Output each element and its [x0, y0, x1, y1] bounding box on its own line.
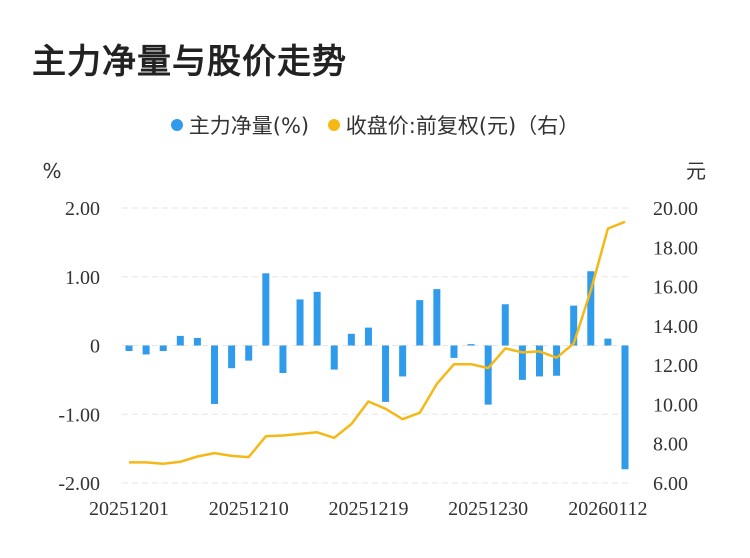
right-axis-ticks: 20.00 18.00 16.00 14.00 12.00 10.00 8.00 6.00: [653, 198, 698, 495]
bar: [467, 344, 475, 346]
bar: [330, 345, 338, 370]
bar: [125, 345, 133, 351]
x-tick-label: 20260112: [568, 498, 647, 520]
chart-title: 主力净量与股价走势: [32, 42, 347, 82]
x-tick-label: 20251219: [328, 498, 408, 520]
x-tick-label: 20251210: [209, 498, 289, 520]
bar: [399, 345, 407, 377]
legend-item-bar[interactable]: 主力净量(%): [170, 110, 310, 140]
right-axis-unit: 元: [686, 159, 706, 183]
right-tick-label: 18.00: [653, 237, 698, 259]
left-axis-ticks: 2.00 1.00 0 -1.00 -2.00: [58, 198, 100, 495]
right-tick-label: 8.00: [653, 434, 688, 456]
legend-bar-marker: [170, 119, 183, 131]
bar: [553, 345, 561, 376]
bar: [364, 327, 372, 346]
bar: [347, 333, 355, 346]
x-axis-ticks: 20251201 20251210 20251219 20251230 20260112: [89, 498, 648, 520]
right-tick-label: 16.00: [653, 277, 698, 299]
bar: [501, 304, 509, 346]
legend-line-marker: [327, 119, 340, 131]
bar: [159, 345, 167, 351]
bar: [211, 345, 219, 404]
bar: [262, 273, 270, 346]
right-tick-label: 20.00: [653, 198, 698, 220]
legend-bar-label: 主力净量(%): [188, 114, 310, 138]
bar: [296, 299, 304, 346]
right-tick-label: 6.00: [653, 473, 688, 495]
bar: [433, 289, 441, 346]
bar: [604, 338, 612, 346]
bar: [245, 345, 253, 361]
chart-legend: 主力净量(%) 收盘价:前复权(元)（右）: [0, 110, 750, 140]
right-tick-label: 10.00: [653, 394, 698, 416]
right-tick-label: 14.00: [653, 316, 698, 338]
left-tick-label: -2.00: [58, 473, 100, 495]
legend-line-label: 收盘价:前复权(元)（右）: [345, 114, 580, 138]
bar: [450, 345, 458, 358]
bar: [142, 345, 150, 355]
bar: [228, 345, 236, 369]
left-tick-label: -1.00: [58, 404, 100, 426]
bar: [416, 300, 424, 346]
price-line: [129, 220, 626, 466]
x-tick-label: 20251201: [89, 498, 169, 520]
grid-lines: [122, 207, 632, 484]
bar: [621, 345, 629, 470]
right-tick-label: 12.00: [653, 355, 698, 377]
bar-series: [125, 271, 629, 470]
x-tick-label: 20251230: [448, 498, 528, 520]
left-tick-label: 0: [90, 336, 100, 358]
left-tick-label: 1.00: [65, 267, 100, 289]
left-tick-label: 2.00: [65, 198, 100, 220]
legend-item-line[interactable]: 收盘价:前复权(元)（右）: [327, 110, 580, 140]
left-axis-unit: %: [42, 159, 61, 183]
bar: [484, 345, 492, 405]
bar: [279, 345, 287, 373]
bar: [570, 305, 578, 346]
bar: [176, 335, 184, 346]
bar: [535, 345, 543, 377]
bar: [587, 271, 595, 346]
bar: [313, 291, 321, 346]
bar: [193, 337, 201, 346]
line-series: [129, 220, 626, 466]
bar: [518, 345, 526, 380]
bar: [382, 345, 390, 402]
